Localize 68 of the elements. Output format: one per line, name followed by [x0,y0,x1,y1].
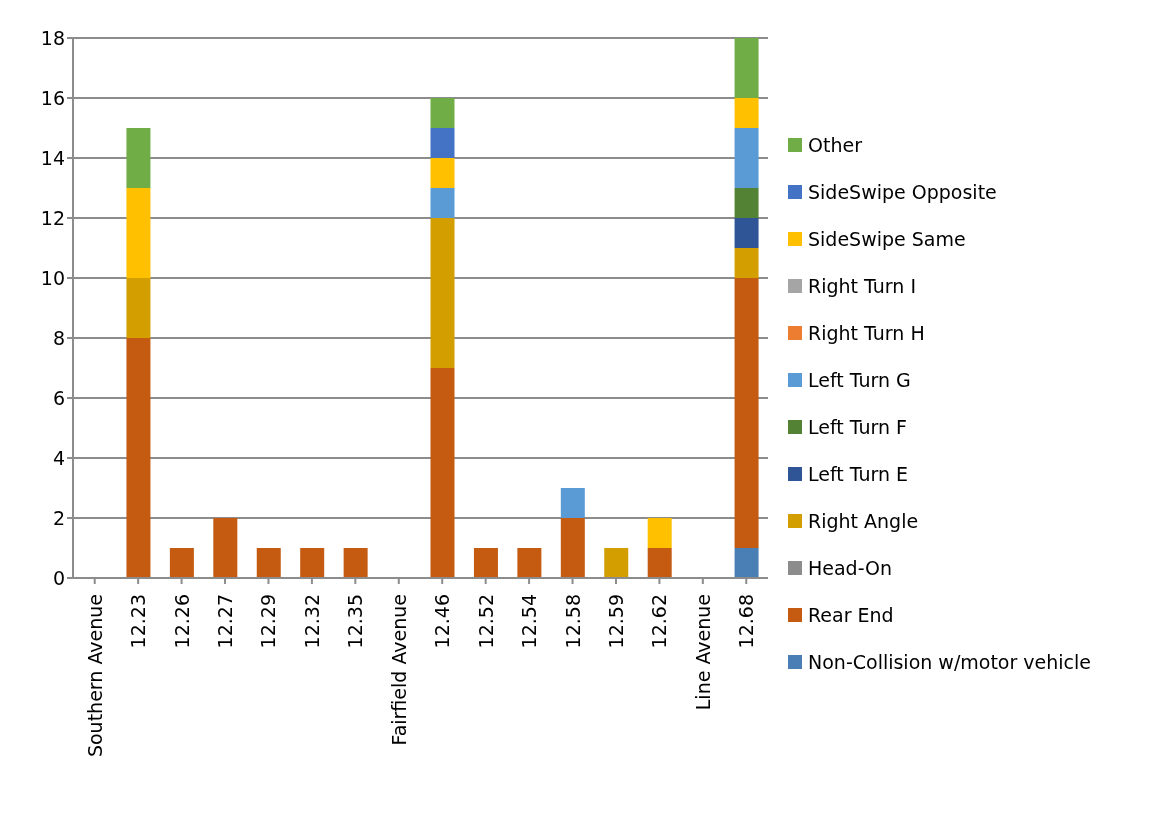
x-tick-label: 12.62 [648,594,671,649]
bar [734,188,759,218]
bar [560,488,585,518]
y-tick-label: 8 [52,326,65,349]
bar [169,548,194,578]
y-tick-label: 0 [52,566,65,589]
x-tick-label: Line Avenue [691,594,714,711]
bar [647,548,672,578]
bar [430,98,455,128]
y-tick-label: 14 [40,146,65,169]
bar [473,548,498,578]
bar [213,518,238,578]
legend-label: SideSwipe Opposite [808,180,997,203]
bar [430,128,455,158]
bar [430,158,455,188]
bar [126,128,151,188]
x-tick-label: 12.54 [518,594,541,649]
x-tick-label: 12.32 [300,594,323,649]
bar [560,518,585,578]
x-tick-label: 12.52 [474,594,497,649]
bar [734,38,759,98]
legend-label: Right Turn H [808,321,925,344]
x-tick-label: 12.27 [214,594,237,649]
bar [734,248,759,278]
x-tick-label: 12.58 [561,594,584,649]
legend-label: Right Angle [808,509,919,532]
legend-label: Non-Collision w/motor vehicle [808,650,1092,673]
bar [734,98,759,128]
y-tick-label: 4 [52,446,65,469]
y-tick-label: 6 [52,386,65,409]
bar [734,278,759,548]
bar [430,188,455,218]
legend-label: Left Turn G [808,368,911,391]
bar [300,548,325,578]
legend-label: Rear End [808,603,894,626]
legend-label: Left Turn E [808,462,909,485]
x-tick-label: 12.29 [257,594,280,649]
legend-label: Left Turn F [808,415,908,438]
legend-label: Head-On [808,556,893,579]
y-tick-label: 12 [40,206,65,229]
legend-label: Right Turn I [808,274,916,297]
legend-label: SideSwipe Same [808,227,966,250]
x-tick-label: Fairfield Avenue [387,594,410,746]
bar [734,548,759,578]
x-tick-label: 12.68 [735,594,758,649]
y-tick-label: 16 [40,86,65,109]
bar [126,338,151,578]
bar [126,278,151,338]
legend-label: Other [808,133,862,156]
y-tick-label: 2 [52,506,65,529]
bar [604,548,629,578]
x-tick-label: 12.46 [431,594,454,649]
bar [647,518,672,548]
x-tick-label: Southern Avenue [83,594,106,758]
bar [430,368,455,578]
bar [734,128,759,188]
bar [734,218,759,248]
bar [517,548,542,578]
bar [430,218,455,368]
x-tick-label: 12.26 [170,594,193,649]
bar [256,548,281,578]
x-tick-label: 12.23 [127,594,150,649]
bar [126,188,151,278]
bar [343,548,368,578]
y-tick-label: 10 [40,266,65,289]
y-tick-label: 18 [40,26,65,49]
x-tick-label: 12.35 [344,594,367,649]
x-tick-label: 12.59 [604,594,627,649]
